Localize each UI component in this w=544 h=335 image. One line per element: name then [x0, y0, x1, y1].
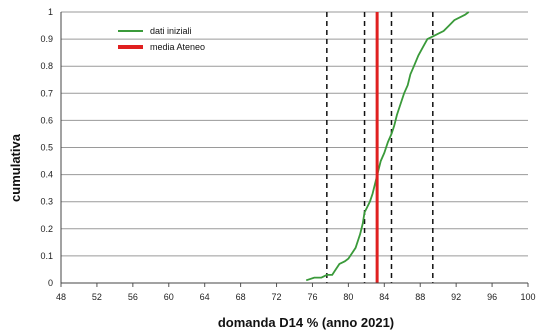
y-tick-label: 0	[48, 278, 53, 288]
x-tick-label: 68	[236, 292, 246, 302]
y-tick-label: 0.9	[40, 34, 53, 44]
y-tick-label: 0.2	[40, 224, 53, 234]
y-tick-label: 0.5	[40, 143, 53, 153]
x-tick-label: 92	[451, 292, 461, 302]
y-tick-label: 0.3	[40, 197, 53, 207]
reference-lines	[326, 12, 434, 283]
x-tick-label: 72	[272, 292, 282, 302]
x-axis-title: domanda D14 % (anno 2021)	[218, 315, 394, 330]
axes	[60, 12, 528, 284]
x-tick-label: 64	[200, 292, 210, 302]
x-axis-ticks: 48 52 56 60 64 68 72 76 80 84 88 92 96 100	[56, 283, 536, 302]
y-tick-label: 0.7	[40, 88, 53, 98]
y-axis-ticks: 0 0.1 0.2 0.3 0.4 0.5 0.6 0.7 0.8 0.9 1	[40, 7, 53, 288]
x-tick-label: 88	[415, 292, 425, 302]
y-tick-label: 0.1	[40, 251, 53, 261]
gridlines	[61, 11, 528, 284]
x-tick-label: 84	[379, 292, 389, 302]
series-layer	[305, 11, 470, 283]
x-tick-label: 52	[92, 292, 102, 302]
x-tick-label: 60	[164, 292, 174, 302]
series-line-dati-iniziali	[305, 11, 470, 282]
y-tick-label: 0.8	[40, 61, 53, 71]
y-axis-title: cumulativa	[8, 133, 23, 202]
legend-label-dati-iniziali: dati iniziali	[150, 26, 192, 36]
y-tick-label: 1	[48, 7, 53, 17]
x-tick-label: 100	[520, 292, 535, 302]
x-tick-label: 96	[487, 292, 497, 302]
legend: dati iniziali media Ateneo	[118, 26, 205, 52]
x-tick-label: 48	[56, 292, 66, 302]
x-tick-label: 76	[307, 292, 317, 302]
y-tick-label: 0.4	[40, 170, 53, 180]
x-tick-label: 80	[343, 292, 353, 302]
legend-label-media-ateneo: media Ateneo	[150, 42, 205, 52]
x-tick-label: 56	[128, 292, 138, 302]
y-tick-label: 0.6	[40, 115, 53, 125]
